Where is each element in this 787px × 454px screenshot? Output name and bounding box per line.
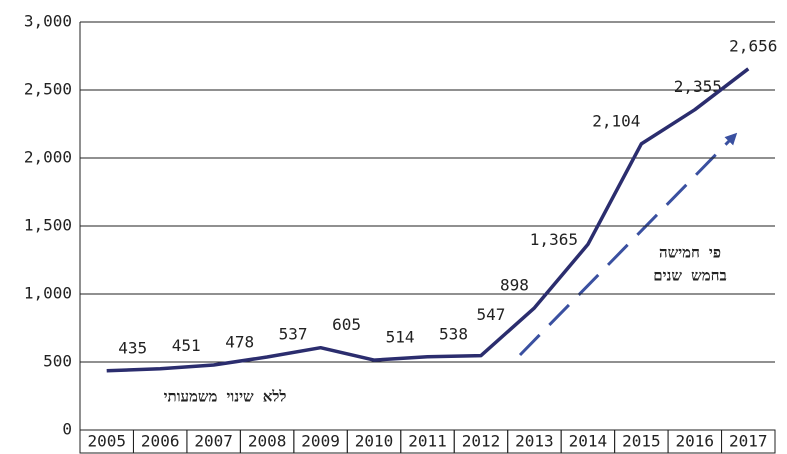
x-tick-label: 2011	[408, 432, 447, 451]
data-label: 538	[439, 324, 468, 343]
data-label: 514	[386, 328, 415, 347]
x-tick-label: 2014	[569, 432, 608, 451]
data-label: 2,104	[592, 111, 640, 130]
y-tick-label: 2,500	[24, 80, 72, 99]
x-tick-label: 2006	[141, 432, 180, 451]
x-tick-label: 2015	[622, 432, 661, 451]
data-line	[106, 67, 750, 373]
y-tick-label: 1,500	[24, 216, 72, 235]
x-tick-label: 2012	[462, 432, 501, 451]
data-label: 1,365	[530, 230, 578, 249]
x-tick-label: 2016	[676, 432, 715, 451]
y-tick-label: 1,000	[24, 284, 72, 303]
annotation: בחמש שנים	[653, 267, 726, 285]
y-tick-label: 2,000	[24, 148, 72, 167]
y-tick-label: 500	[43, 352, 72, 371]
annotation: ללא שינוי משמעותי	[164, 388, 287, 406]
data-label: 2,355	[674, 77, 722, 96]
data-label: 478	[225, 332, 254, 351]
x-tick-label: 2007	[194, 432, 233, 451]
x-tick-label: 2009	[301, 432, 340, 451]
x-tick-label: 2005	[87, 432, 126, 451]
y-tick-label: 0	[62, 420, 72, 439]
data-label: 898	[500, 275, 529, 294]
x-tick-label: 2017	[729, 432, 768, 451]
data-label: 605	[332, 315, 361, 334]
x-tick-label: 2010	[355, 432, 394, 451]
data-label: 435	[118, 338, 147, 357]
y-tick-label: 3,000	[24, 12, 72, 31]
data-label: 537	[279, 324, 308, 343]
annotation: פי חמישה	[659, 244, 721, 262]
x-tick-label: 2013	[515, 432, 554, 451]
data-label: 2,656	[729, 36, 777, 55]
x-tick-box	[721, 429, 776, 454]
trend-arrow	[518, 132, 738, 357]
data-label: 547	[477, 305, 506, 324]
x-tick-label: 2008	[248, 432, 287, 451]
data-label: 451	[172, 336, 201, 355]
